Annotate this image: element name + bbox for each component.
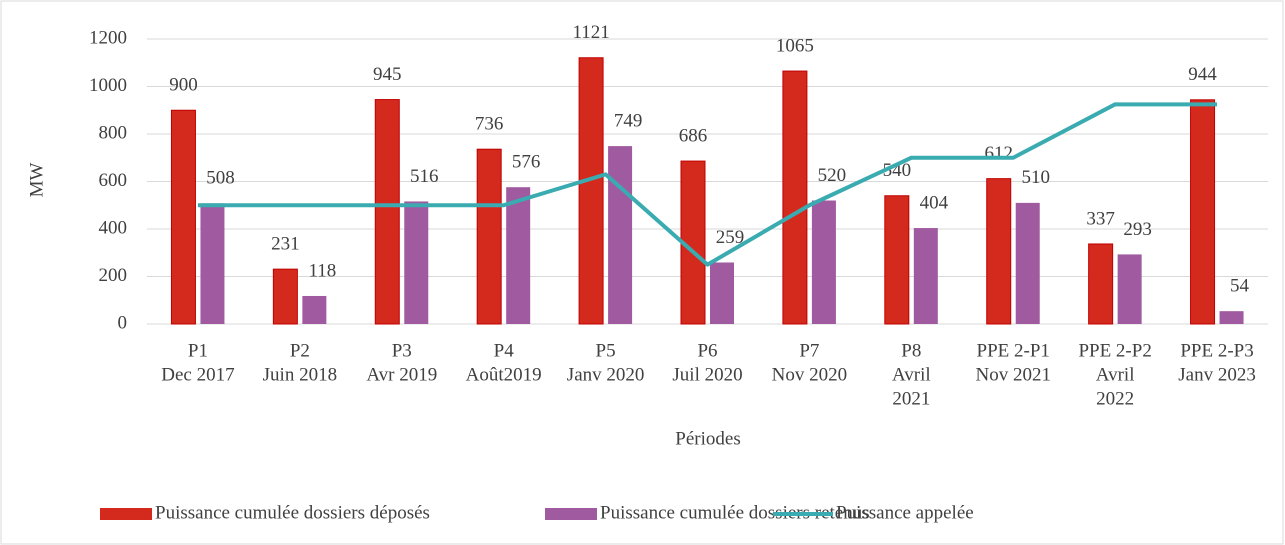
bar [302,295,327,324]
x-tick-label: PPE 2-P1 [977,340,1050,361]
x-tick-label: P2 [290,340,310,361]
bar [608,146,633,324]
data-label: 736 [475,114,504,135]
x-tick-label: Nov 2020 [772,364,847,385]
bar [374,99,400,325]
bar [404,201,429,324]
legend-swatch [100,508,152,520]
data-label: 686 [679,125,708,146]
x-tick-label: Juil 2020 [672,364,742,385]
data-label: 508 [206,168,235,189]
x-tick-label: Janv 2020 [567,364,645,385]
data-label: 520 [818,165,847,186]
x-tick-label: 2022 [1096,388,1134,409]
bar [782,70,808,325]
x-tick-label: Dec 2017 [161,364,234,385]
data-label: 118 [308,260,336,281]
x-tick-label: PPE 2-P3 [1180,340,1253,361]
data-label: 231 [271,233,300,254]
x-tick-label: Nov 2021 [975,364,1050,385]
y-axis-title: MW [26,163,47,198]
x-tick-label: P4 [494,340,515,361]
data-label: 612 [984,143,1013,164]
bar [200,203,225,324]
y-tick-label: 0 [118,312,128,333]
data-label: 900 [169,75,198,96]
bar [884,195,910,325]
x-tick-label: Avril [1096,364,1135,385]
data-label: 337 [1086,208,1115,229]
legend-swatch [545,508,597,520]
bar [578,57,604,325]
y-tick-label: 600 [99,170,128,191]
bar [1117,254,1142,324]
data-label: 404 [920,192,949,213]
data-label: 510 [1021,167,1050,188]
x-tick-label: Avril [892,364,931,385]
bar [476,148,502,325]
data-label: 749 [614,110,643,131]
data-label: 54 [1230,276,1250,297]
data-label: 576 [512,152,541,173]
bar [506,187,531,324]
x-axis-title: Périodes [675,428,740,449]
line [197,102,1218,267]
legend-label: Puissance appelée [836,502,974,523]
x-tick-label: 2021 [892,388,930,409]
bar [986,178,1012,325]
x-tick-label: P1 [188,340,208,361]
x-tick-label: P3 [392,340,412,361]
y-tick-label: 400 [99,217,128,238]
data-label: 1121 [572,22,609,43]
bar [811,200,836,324]
data-label: 293 [1123,219,1152,240]
data-label: 259 [716,227,745,248]
data-label: 944 [1188,64,1217,85]
y-tick-label: 1000 [89,75,127,96]
legend-label: Puissance cumulée dossiers déposés [155,502,430,523]
data-label: 1065 [776,35,814,56]
data-label: 945 [373,64,402,85]
bar [913,228,938,324]
bar [272,268,298,325]
bar [170,109,196,325]
bar [1219,311,1244,324]
data-label: 516 [410,166,439,187]
bar [1015,202,1040,324]
data-label: 540 [883,160,912,181]
legend-label: Puissance cumulée dossiers retenus [600,502,870,523]
bar [710,262,734,324]
x-tick-label: Juin 2018 [263,364,337,385]
x-tick-label: P6 [697,340,717,361]
x-tick-label: Janv 2023 [1178,364,1256,385]
x-tick-label: P8 [901,340,921,361]
x-tick-label: Avr 2019 [366,364,437,385]
x-tick-label: PPE 2-P2 [1078,340,1151,361]
x-tick-label: P7 [799,340,819,361]
bar [1088,243,1114,325]
x-tick-label: Août2019 [466,364,542,385]
bar [1190,99,1216,325]
y-tick-label: 1200 [89,27,127,48]
y-tick-label: 200 [99,265,128,286]
x-tick-label: P5 [596,340,616,361]
y-tick-label: 800 [99,122,128,143]
